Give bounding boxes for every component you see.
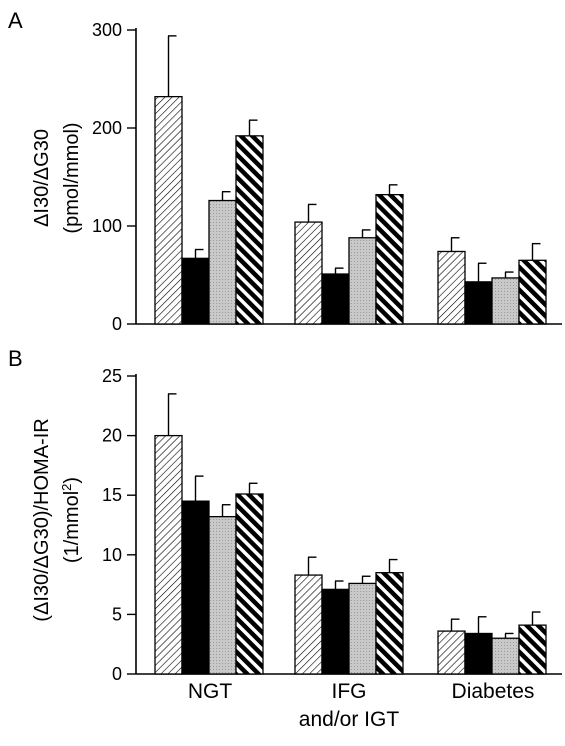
bar-a-s1-c1 [321, 273, 350, 325]
y-axis-label-a-units: (pmol/mmol) [61, 122, 83, 233]
bar-b-s3-c0 [235, 493, 264, 675]
bar-b-s0-c2 [437, 630, 466, 675]
bar-b-s3-c2 [518, 624, 547, 675]
bar-a-s2-c0 [208, 199, 237, 325]
y-tick-label-a-1: 100 [92, 216, 122, 236]
y-tick-label-b-2: 10 [102, 545, 122, 565]
y-axis-label-b: (ΔI30/ΔG30)/HOMA-IR [31, 418, 53, 621]
y-axis-label-a-line1: ΔI30/ΔG30 [31, 129, 53, 227]
y-tick-label-b-0: 0 [112, 664, 122, 684]
bar-b-s2-c0 [208, 516, 237, 675]
category-label-diabetes: Diabetes [452, 680, 535, 703]
y-axis-label-b-line1: (ΔI30/ΔG30)/HOMA-IR [31, 418, 53, 621]
bar-a-s3-c0 [235, 135, 264, 325]
bar-a-s1-c0 [181, 257, 210, 325]
bar-a-s0-c1 [294, 221, 323, 325]
panel-label-a: A [8, 8, 23, 33]
bar-a-s1-c2 [464, 281, 493, 325]
y-tick-label-b-5: 25 [102, 366, 122, 386]
category-label-ngt: NGT [188, 680, 233, 703]
bar-a-s0-c2 [437, 250, 466, 325]
panel-label-b: B [8, 346, 23, 371]
y-axis-label-a: ΔI30/ΔG30 [31, 129, 53, 227]
y-axis-label-b-units: (1/mmol2) [59, 477, 83, 563]
y-tick-label-a-2: 200 [92, 118, 122, 138]
bar-a-s0-c0 [154, 95, 183, 325]
bar-b-s0-c0 [154, 434, 183, 675]
panel-b-plot: 0 5 10 15 20 25 [102, 366, 562, 684]
bar-b-s2-c2 [491, 637, 520, 675]
bar-a-s3-c1 [375, 193, 404, 325]
bar-b-s2-c1 [348, 582, 377, 675]
category-label-ifg-line2: and/or IGT [299, 708, 400, 731]
panel-a-plot: 0 100 200 300 [92, 20, 562, 334]
y-axis-label-b-line2: (1/mmol2) [59, 477, 83, 563]
y-tick-label-b-1: 5 [112, 604, 122, 624]
category-label-ifg-line1: IFG [332, 680, 367, 703]
bar-b-s0-c1 [294, 574, 323, 675]
y-tick-label-b-3: 15 [102, 485, 122, 505]
bar-b-s1-c2 [464, 632, 493, 675]
y-tick-label-a-0: 0 [112, 314, 122, 334]
bar-a-s2-c1 [348, 237, 377, 325]
y-axis-label-a-line2: (pmol/mmol) [61, 122, 83, 233]
bar-b-s1-c0 [181, 500, 210, 675]
y-tick-label-a-3: 300 [92, 20, 122, 40]
bar-a-s2-c2 [491, 277, 520, 325]
y-tick-label-b-4: 20 [102, 426, 122, 446]
bar-b-s1-c1 [321, 588, 350, 675]
bar-b-s3-c1 [375, 572, 404, 675]
bar-a-s3-c2 [518, 259, 547, 325]
